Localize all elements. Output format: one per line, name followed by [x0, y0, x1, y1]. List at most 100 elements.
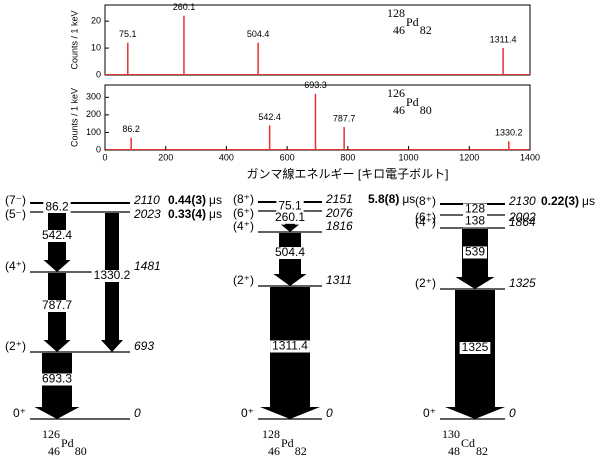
peak-label: 787.7	[333, 114, 356, 124]
peak-label: 86.2	[122, 124, 140, 134]
half-life-value: 0.33(4)	[168, 207, 206, 221]
transition-label: 787.7	[42, 298, 72, 312]
scheme-nuclide-symbol: Pd	[281, 436, 294, 450]
x-tick-label: 200	[158, 152, 173, 162]
transition-label-bg	[270, 340, 310, 353]
level-spin: (2⁺)	[415, 276, 436, 290]
transition-label-bg	[39, 230, 75, 242]
half-life: 0.22(3) μs	[541, 194, 595, 208]
peak-label: 1330.2	[495, 128, 523, 138]
half-life-value: 0.44(3)	[168, 193, 206, 207]
level-energy: 693	[134, 339, 154, 353]
level-energy: 1311	[326, 273, 352, 287]
level-energy: 2023	[133, 207, 161, 221]
x-tick-label: 1200	[459, 152, 479, 162]
level-energy: 2110	[133, 193, 160, 207]
spectrum-nuclide-z: 46	[393, 103, 405, 117]
level-energy: 1325	[509, 276, 536, 290]
transition-arrow	[43, 213, 71, 272]
scheme-nuclide-mass: 128	[262, 427, 280, 441]
peak-label: 75.1	[119, 29, 137, 39]
spectrum-nuclide-n: 82	[420, 23, 432, 37]
half-life: 0.33(4) μs	[168, 207, 222, 221]
level-energy: 2151	[325, 192, 353, 206]
level-spin: (4⁺)	[5, 259, 26, 273]
x-tick-label: 1400	[520, 152, 540, 162]
level-spin: (7⁻)	[5, 193, 26, 207]
half-life-value: 5.8(8)	[368, 192, 399, 206]
transition-label-bg	[43, 201, 71, 214]
level-spin: (8⁺)	[233, 192, 254, 206]
level-spin: (6⁺)	[415, 210, 436, 224]
level-energy: 1816	[326, 219, 353, 233]
half-life-unit: μs	[209, 207, 222, 221]
x-axis-label: ガンマ線エネルギー [キロ電子ボルト]	[246, 166, 448, 181]
y-tick-label: 10	[91, 42, 101, 52]
transition-arrow	[445, 290, 505, 419]
spectrum-nuclide-z: 46	[393, 23, 405, 37]
transition-label-bg	[272, 247, 308, 259]
transition-label: 539	[465, 245, 485, 259]
transition-label: 86.2	[45, 200, 69, 214]
transition-arrow	[43, 273, 71, 352]
level-energy: 0	[509, 406, 516, 420]
x-tick-label: 600	[280, 152, 295, 162]
transition-label: 504.4	[275, 245, 305, 259]
transition-label-bg	[462, 203, 488, 216]
transition-arrow	[455, 229, 495, 289]
half-life-unit: μs	[582, 194, 595, 208]
spectrum-nuclide-symbol: Pd	[406, 15, 419, 29]
level-spin: (4⁺)	[233, 219, 254, 233]
transition-label: 693.3	[42, 372, 72, 386]
level-spin: (4⁺)	[415, 215, 436, 229]
y-tick-label: 300	[86, 92, 101, 102]
scheme-nuclide-z: 46	[48, 444, 60, 458]
transition-label: 542.4	[42, 228, 72, 242]
transition-label: 1311.4	[272, 339, 308, 353]
level-energy: 1481	[134, 259, 161, 273]
y-tick-label: 100	[86, 127, 101, 137]
peak-label: 542.4	[258, 112, 281, 122]
scheme-nuclide-n: 80	[75, 444, 87, 458]
level-energy: 0	[134, 406, 141, 420]
transition-label-bg	[39, 300, 75, 312]
transition-label-bg	[276, 200, 304, 213]
level-energy: 2076	[325, 206, 353, 220]
x-tick-label: 1000	[399, 152, 419, 162]
scheme-nuclide-mass: 126	[42, 427, 60, 441]
y-axis-label: Counts / 1 keV	[69, 10, 79, 69]
transition-label: 260.1	[275, 210, 305, 224]
spectrum-nuclide-n: 80	[420, 103, 432, 117]
scheme-nuclide-n: 82	[476, 444, 488, 458]
transition-label-bg	[272, 211, 308, 224]
scheme-nuclide-z: 48	[448, 444, 460, 458]
scheme-nuclide-mass: 130	[442, 427, 460, 441]
half-life-unit: μs	[402, 192, 415, 206]
y-tick-label: 20	[91, 16, 101, 26]
peak-label: 1311.4	[490, 34, 517, 44]
peak-label: 260.1	[173, 2, 196, 12]
peak-label: 693.3	[304, 80, 327, 90]
transition-label-bg	[462, 215, 488, 228]
level-energy: 0	[326, 406, 333, 420]
level-spin: (5⁻)	[5, 207, 26, 221]
level-spin: (2⁺)	[233, 273, 254, 287]
scheme-nuclide-symbol: Cd	[461, 436, 475, 450]
scheme-nuclide-symbol: Pd	[61, 436, 74, 450]
level-energy: 2002	[508, 210, 536, 224]
x-tick-label: 400	[219, 152, 234, 162]
level-spin: 0⁺	[13, 406, 26, 420]
spectrum-nuclide-symbol: Pd	[406, 95, 419, 109]
spectrum-nuclide-mass: 126	[387, 86, 405, 100]
plot-frame	[104, 4, 531, 76]
y-tick-label: 0	[96, 69, 101, 79]
transition-arrow	[273, 233, 307, 286]
scheme-nuclide-n: 82	[295, 444, 307, 458]
level-energy: 2130	[508, 194, 536, 208]
spectrum-nuclide-mass: 128	[387, 6, 405, 20]
y-tick-label: 200	[86, 109, 101, 119]
transition-label: 138	[465, 214, 485, 228]
transition-label-bg	[459, 342, 491, 354]
level-spin: (8⁺)	[415, 194, 436, 208]
